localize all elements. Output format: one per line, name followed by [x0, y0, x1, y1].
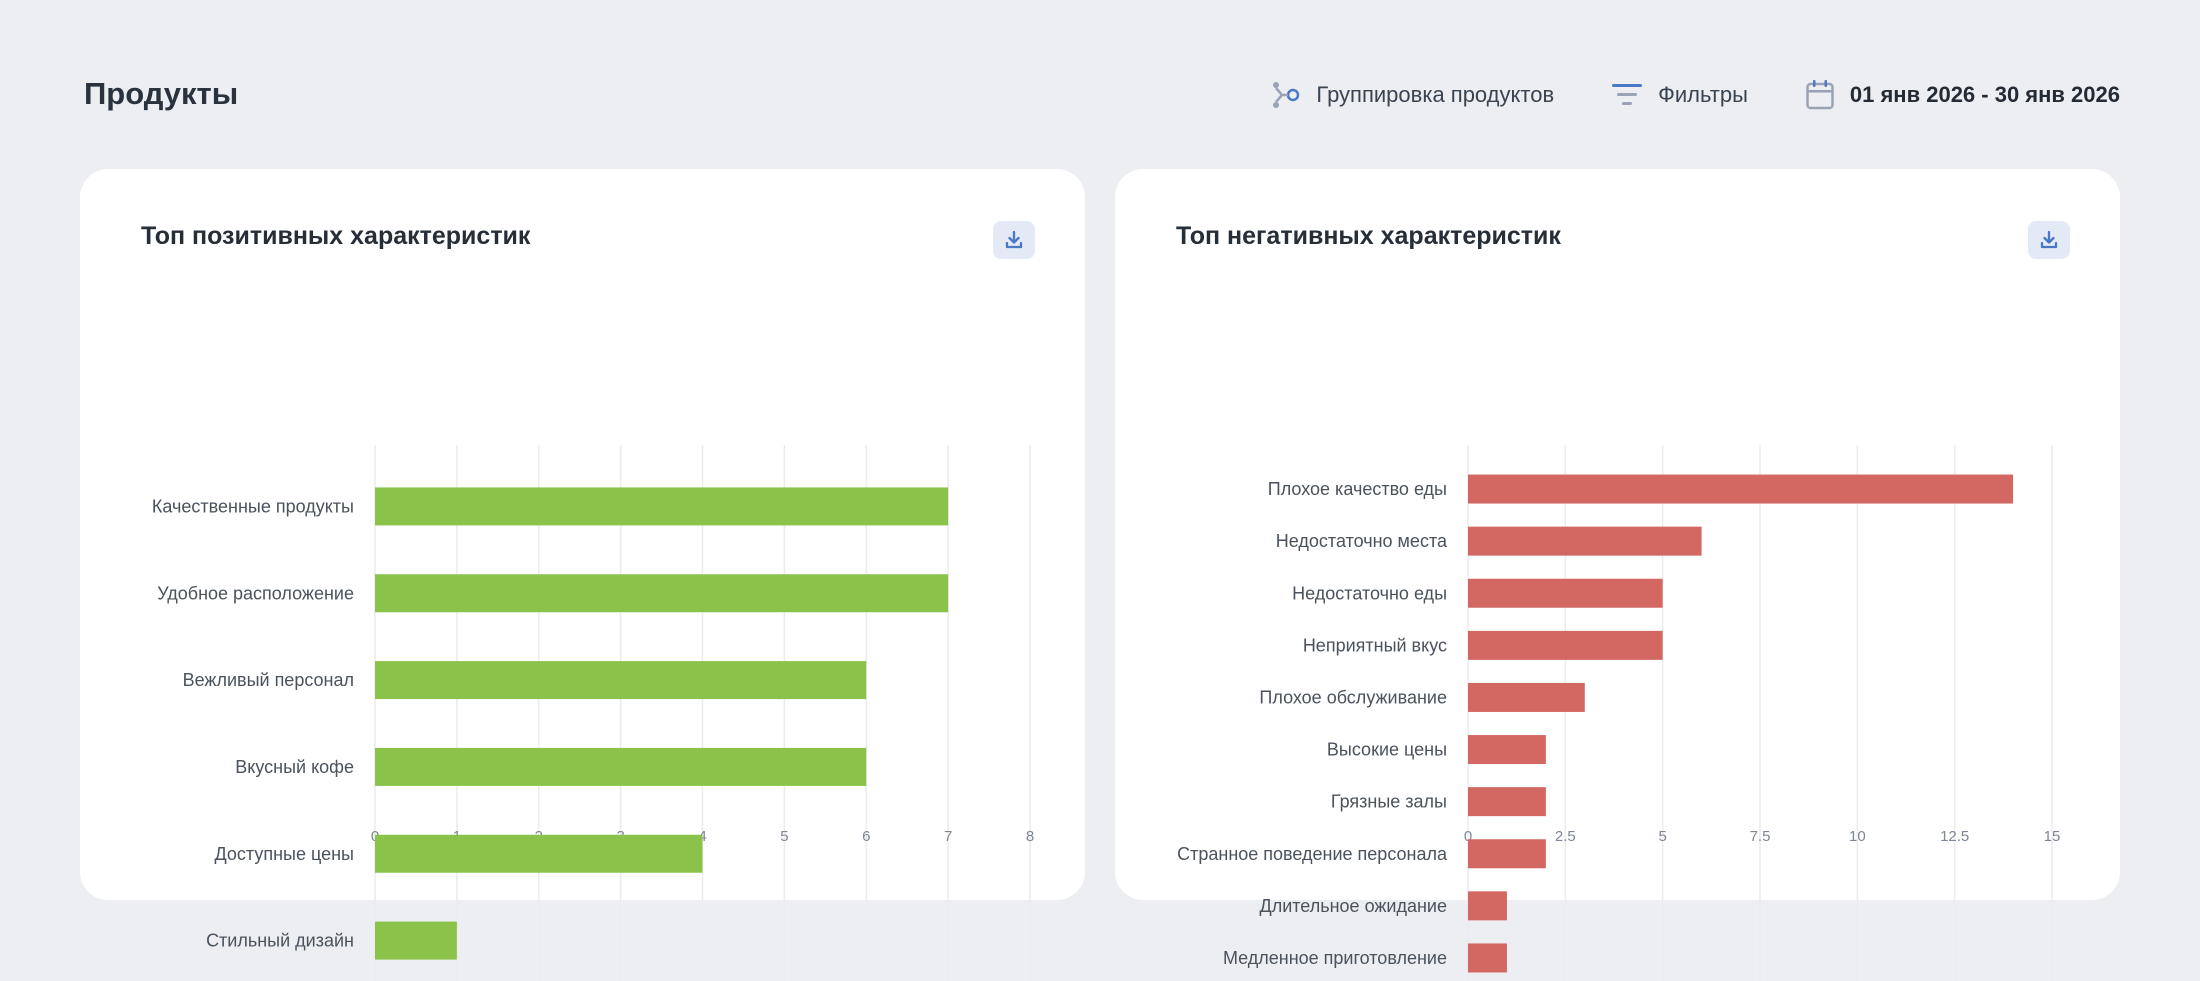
- download-button-positive[interactable]: [993, 221, 1035, 259]
- grouping-label: Группировка продуктов: [1316, 82, 1555, 107]
- bar: [1468, 891, 1507, 921]
- date-range-picker[interactable]: 01 янв 2026 - 30 янв 2026: [1806, 80, 2120, 110]
- bar: [375, 747, 867, 786]
- bar: [375, 574, 949, 613]
- toolbar: Группировка продуктов Фильтры 01 янв 202…: [1212, 78, 2120, 112]
- category-label: Доступные цены: [215, 844, 354, 864]
- x-tick-label: 2.5: [1555, 828, 1576, 845]
- category-label: Грязные залы: [1331, 792, 1447, 812]
- x-tick-label: 5: [780, 828, 788, 845]
- negative-features-card: Топ негативных характеристик 0 2.5 5 7.5 10 1…: [1115, 169, 2120, 981]
- x-tick-label: 7: [944, 828, 952, 845]
- category-label: Плохое обслуживание: [1259, 687, 1447, 707]
- page-header: Продукты Группировка продуктов Фильтры: [84, 70, 2120, 120]
- category-label: Вкусный кофе: [235, 757, 354, 777]
- calendar-icon: [1806, 80, 1834, 110]
- category-label: Качественные продукты: [152, 496, 354, 516]
- x-tick-label: 15: [2044, 828, 2061, 845]
- bar: [1468, 735, 1546, 765]
- x-tick-label: 12.5: [1940, 828, 1969, 845]
- bar: [1468, 630, 1663, 660]
- x-tick-label: 5: [1658, 828, 1666, 845]
- filter-icon: [1612, 84, 1643, 105]
- bar: [375, 661, 867, 700]
- category-label: Недостаточно места: [1276, 531, 1448, 551]
- grouping-icon: [1273, 82, 1300, 108]
- category-label: Высокие цены: [1327, 740, 1447, 760]
- category-label: Стильный дизайн: [206, 931, 354, 951]
- filters-label: Фильтры: [1658, 82, 1748, 107]
- download-button-negative[interactable]: [2028, 221, 2070, 259]
- bar: [1468, 682, 1585, 712]
- bar: [1468, 526, 1702, 556]
- category-label: Вежливый персонал: [183, 670, 354, 690]
- category-label: Недостаточно еды: [1292, 583, 1447, 603]
- category-label: Неприятный вкус: [1303, 635, 1447, 655]
- category-label: Удобное расположение: [157, 583, 354, 603]
- date-range-label: 01 янв 2026 - 30 янв 2026: [1849, 82, 2120, 107]
- bar: [375, 921, 457, 960]
- bar: [375, 487, 949, 526]
- x-tick-label: 6: [862, 828, 870, 845]
- bar: [1468, 787, 1546, 817]
- negative-bar-chart: 0 2.5 5 7.5 10 12.5 15 Плохое качество еды Недос…: [1177, 445, 2061, 981]
- page-title: Продукты: [84, 76, 239, 111]
- category-label: Длительное ожидание: [1260, 896, 1447, 916]
- download-icon: [2040, 230, 2058, 249]
- card-title-positive: Топ позитивных характеристик: [141, 222, 531, 250]
- grouping-button[interactable]: Группировка продуктов: [1270, 80, 1554, 110]
- bar: [1468, 943, 1507, 973]
- x-tick-label: 10: [1849, 828, 1866, 845]
- x-tick-label: 0: [1464, 828, 1472, 845]
- category-label: Странное поведение персонала: [1177, 844, 1448, 864]
- filters-button[interactable]: Фильтры: [1612, 82, 1748, 108]
- x-tick-label: 8: [1026, 828, 1034, 845]
- category-label: Плохое качество еды: [1268, 479, 1447, 499]
- download-icon: [1005, 230, 1023, 249]
- bar: [1468, 578, 1663, 608]
- x-tick-label: 7.5: [1750, 828, 1771, 845]
- bar: [1468, 839, 1546, 869]
- bar: [1468, 474, 2014, 504]
- category-label: Медленное приготовление: [1223, 948, 1447, 968]
- bar: [375, 834, 703, 873]
- positive-features-card: Топ позитивных характеристик 012345678Ка…: [80, 169, 1085, 981]
- card-title-negative: Топ негативных характеристик: [1176, 222, 1561, 250]
